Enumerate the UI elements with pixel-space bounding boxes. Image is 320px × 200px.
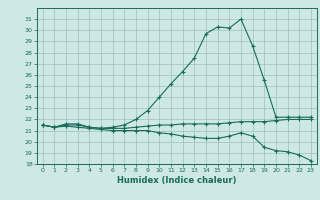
X-axis label: Humidex (Indice chaleur): Humidex (Indice chaleur) [117, 176, 236, 185]
